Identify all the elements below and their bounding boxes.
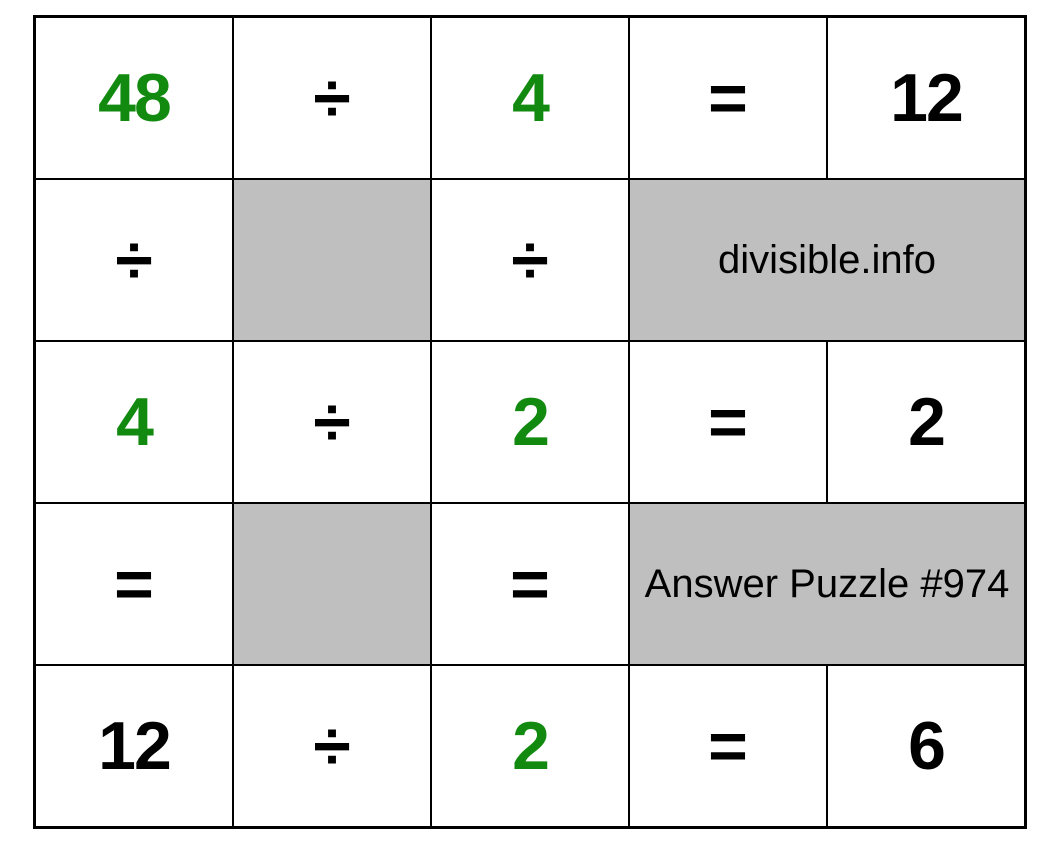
number-given: 12 <box>98 708 170 784</box>
cell-r3c0: = <box>35 503 234 665</box>
number-given: 2 <box>908 384 944 460</box>
operator-divide: ÷ <box>313 60 350 136</box>
cell-r0c1: ÷ <box>233 17 431 180</box>
operator-divide: ÷ <box>313 708 350 784</box>
operator-equals: = <box>708 708 748 784</box>
cell-r1c1-blank <box>233 179 431 341</box>
cell-r4c1: ÷ <box>233 665 431 828</box>
grid-row: 12 ÷ 2 = 6 <box>35 665 1026 828</box>
answer-label: Answer Puzzle #974 <box>645 562 1010 606</box>
number-answer: 4 <box>512 60 548 136</box>
cell-r0c0: 48 <box>35 17 234 180</box>
operator-equals: = <box>510 546 550 622</box>
number-given: 12 <box>890 60 962 136</box>
grid-row: = = Answer Puzzle #974 <box>35 503 1026 665</box>
operator-equals: = <box>114 546 154 622</box>
cell-r3c2: = <box>431 503 629 665</box>
grid-row: 4 ÷ 2 = 2 <box>35 341 1026 503</box>
cell-r2c2: 2 <box>431 341 629 503</box>
cell-r2c3: = <box>629 341 827 503</box>
cell-r0c2: 4 <box>431 17 629 180</box>
cell-r4c4: 6 <box>827 665 1026 828</box>
site-label: divisible.info <box>718 238 936 282</box>
puzzle-grid: 48 ÷ 4 = 12 ÷ ÷ divisible.info 4 ÷ 2 = 2… <box>33 15 1027 829</box>
operator-equals: = <box>708 384 748 460</box>
cell-r4c0: 12 <box>35 665 234 828</box>
number-answer: 4 <box>116 384 152 460</box>
cell-r3c1-blank <box>233 503 431 665</box>
grid-row: 48 ÷ 4 = 12 <box>35 17 1026 180</box>
cell-r1c0: ÷ <box>35 179 234 341</box>
number-answer: 2 <box>512 384 548 460</box>
cell-r2c1: ÷ <box>233 341 431 503</box>
cell-site-label: divisible.info <box>629 179 1026 341</box>
grid-row: ÷ ÷ divisible.info <box>35 179 1026 341</box>
operator-divide: ÷ <box>115 222 152 298</box>
number-given: 6 <box>908 708 944 784</box>
number-answer: 2 <box>512 708 548 784</box>
cell-r0c3: = <box>629 17 827 180</box>
cell-r4c2: 2 <box>431 665 629 828</box>
cell-answer-label: Answer Puzzle #974 <box>629 503 1026 665</box>
cell-r1c2: ÷ <box>431 179 629 341</box>
cell-r2c0: 4 <box>35 341 234 503</box>
operator-divide: ÷ <box>511 222 548 298</box>
operator-equals: = <box>708 60 748 136</box>
cell-r2c4: 2 <box>827 341 1026 503</box>
cell-r0c4: 12 <box>827 17 1026 180</box>
number-answer: 48 <box>98 60 170 136</box>
operator-divide: ÷ <box>313 384 350 460</box>
cell-r4c3: = <box>629 665 827 828</box>
